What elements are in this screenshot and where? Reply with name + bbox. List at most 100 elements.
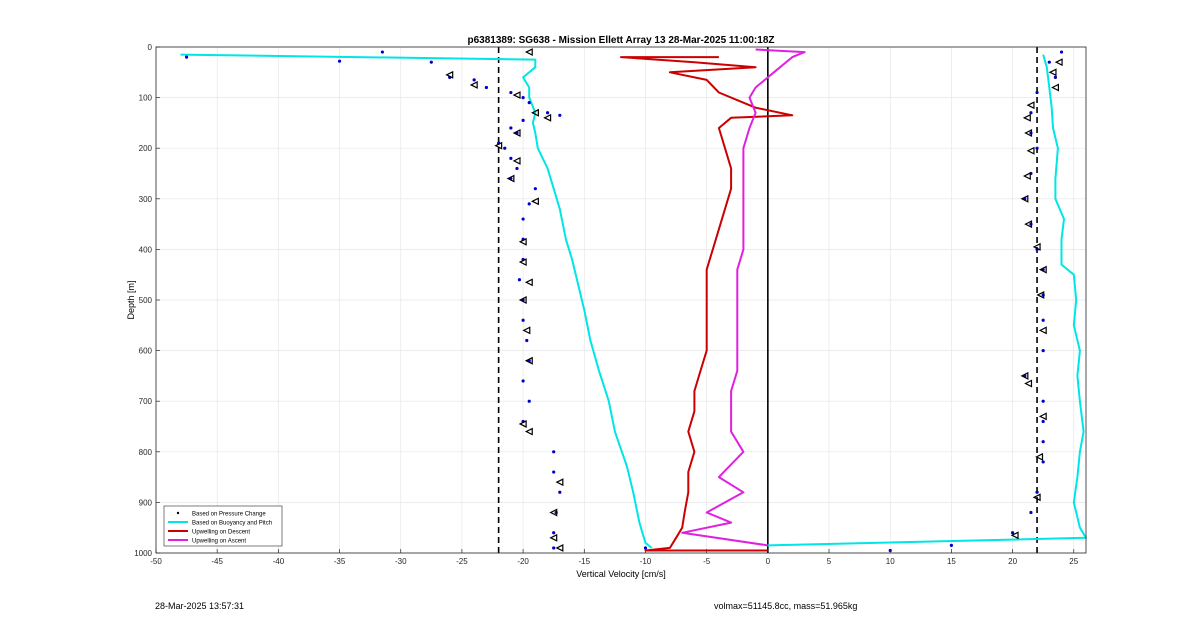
legend-swatch-dot — [176, 511, 180, 515]
pressure-change-point — [184, 55, 189, 59]
pressure-change-point — [521, 318, 525, 322]
triangle-marker — [1036, 290, 1045, 299]
pressure-change-point — [545, 111, 550, 115]
data-markers — [184, 48, 1064, 553]
triangle-marker — [543, 113, 552, 122]
x-tick-label: -35 — [334, 557, 346, 566]
pressure-change-point — [337, 59, 342, 63]
triangle-marker — [1032, 242, 1041, 251]
triangle-marker — [524, 427, 533, 436]
y-tick-label: 500 — [139, 296, 153, 305]
pressure-change-point — [1035, 490, 1039, 494]
y-tick-label: 700 — [139, 397, 153, 406]
pressure-change-point — [558, 113, 562, 117]
pressure-change-point — [503, 146, 507, 150]
triangle-marker — [1048, 68, 1057, 77]
pressure-change-point — [1010, 531, 1015, 535]
chart-title: p6381389: SG638 - Mission Ellett Array 1… — [467, 35, 774, 46]
data-series — [180, 48, 1087, 552]
legend-entry-label: Based on Pressure Change — [192, 512, 266, 518]
pressure-change-point — [552, 531, 556, 535]
triangle-marker — [1051, 83, 1060, 92]
pressure-change-point — [1035, 146, 1039, 150]
pressure-change-point — [1053, 75, 1058, 79]
triangle-marker — [522, 326, 531, 335]
triangle-marker — [531, 108, 539, 117]
pressure-change-point — [1029, 510, 1033, 515]
pressure-change-point — [552, 450, 556, 454]
triangle-marker — [555, 543, 564, 552]
triangle-marker — [524, 48, 533, 57]
pressure-change-point — [429, 60, 433, 64]
pressure-change-point — [1041, 399, 1045, 403]
x-tick-label: -25 — [456, 557, 468, 566]
pressure-change-point — [1041, 318, 1045, 322]
pressure-change-point — [1059, 50, 1064, 54]
pressure-change-point — [509, 156, 513, 160]
pressure-change-point — [484, 85, 488, 90]
pressure-change-point — [517, 278, 522, 282]
x-tick-label: -15 — [579, 557, 591, 566]
triangle-marker — [518, 258, 527, 267]
grid-lines — [155, 46, 1086, 554]
pressure-change-point — [643, 546, 648, 550]
triangle-marker — [524, 278, 533, 287]
x-tick-label: 15 — [947, 557, 956, 566]
y-tick-label: 900 — [139, 498, 153, 507]
pressure-change-point — [1029, 111, 1033, 115]
axis-ticks: -50 -45 -40 -35 -30 -25 -20 -15 -10 -5 0 5 10 15 20 250… — [134, 43, 1079, 566]
x-tick-label: -50 — [150, 557, 162, 566]
triangle-marker — [506, 174, 515, 183]
footer-glider-info: volmax=51145.8cc, mass=51.965kg — [714, 601, 858, 611]
y-tick-label: 100 — [139, 94, 153, 103]
pressure-change-point — [1041, 440, 1045, 444]
x-tick-label: 0 — [766, 557, 771, 566]
pressure-change-point — [525, 338, 529, 343]
triangle-marker — [1026, 101, 1035, 110]
x-tick-label: -30 — [395, 557, 407, 566]
y-tick-label: 1000 — [134, 549, 152, 558]
pressure-change-point — [527, 101, 531, 105]
pressure-change-point — [888, 548, 892, 553]
triangle-marker — [549, 508, 558, 517]
pressure-change-point — [380, 50, 384, 54]
footer-timestamp: 28-Mar-2025 13:57:31 — [155, 601, 245, 611]
pressure-change-point — [1041, 419, 1045, 424]
triangle-marker — [512, 156, 521, 165]
x-tick-label: 10 — [886, 557, 895, 566]
triangle-marker — [1024, 220, 1033, 229]
legend-entry-label: Upwelling on Descent — [192, 530, 250, 536]
reference-lines — [497, 47, 1038, 553]
pressure-change-point — [509, 126, 513, 130]
triangle-marker — [1038, 326, 1047, 335]
pressure-change-point — [552, 470, 556, 474]
triangle-marker — [1020, 371, 1029, 380]
pressure-change-point — [1035, 90, 1039, 95]
pressure-change-point — [521, 217, 525, 221]
triangle-marker — [1020, 194, 1029, 203]
pressure-change-point — [533, 187, 537, 191]
triangle-marker — [469, 80, 478, 89]
x-tick-label: 5 — [827, 557, 832, 566]
x-tick-label: -5 — [703, 557, 711, 566]
pressure-change-point — [527, 399, 531, 403]
y-axis-label: Depth [m] — [126, 280, 136, 319]
legend: Based on Pressure Change Based on Buoyanc… — [163, 505, 283, 547]
triangle-marker — [512, 91, 521, 100]
triangle-marker — [1024, 129, 1033, 137]
triangle-marker — [549, 533, 558, 542]
x-tick-label: 25 — [1069, 557, 1078, 566]
pressure-change-point — [509, 90, 513, 95]
triangle-marker — [1010, 531, 1019, 540]
x-axis-label: Vertical Velocity [cm/s] — [576, 569, 666, 579]
pressure-change-point — [521, 379, 525, 383]
x-tick-label: -20 — [517, 557, 529, 566]
series-line-based-on-buoyancy-and-pitch — [180, 53, 653, 549]
triangle-marker — [1032, 493, 1041, 502]
triangle-marker — [1024, 379, 1033, 388]
x-tick-label: -45 — [211, 557, 223, 566]
pressure-change-point — [1041, 460, 1045, 464]
triangle-marker — [1026, 146, 1035, 155]
y-tick-label: 0 — [148, 43, 153, 52]
x-tick-label: -40 — [273, 557, 285, 566]
